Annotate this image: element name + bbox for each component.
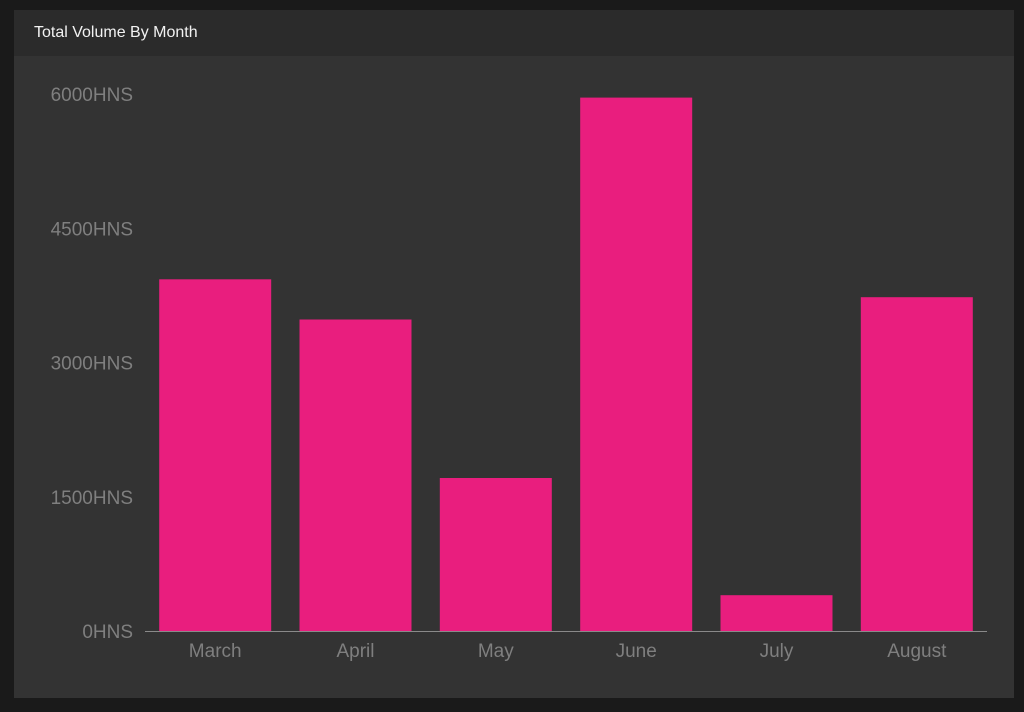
bar-august[interactable]	[860, 297, 973, 631]
bar-june[interactable]	[580, 97, 693, 632]
bar-may[interactable]	[439, 478, 552, 631]
bar-july[interactable]	[720, 595, 833, 631]
x-tick-label: March	[189, 641, 242, 662]
y-tick-label: 0HNS	[82, 622, 133, 643]
x-tick-label: April	[336, 641, 374, 662]
y-tick-label: 3000HNS	[51, 354, 133, 375]
chart-title: Total Volume By Month	[34, 24, 198, 41]
y-tick-label: 6000HNS	[51, 85, 133, 106]
x-tick-label: June	[616, 641, 657, 662]
x-tick-label: July	[760, 641, 794, 662]
panel-header: Total Volume By Month	[14, 10, 1014, 56]
x-tick-label: August	[887, 641, 947, 662]
x-tick-label: May	[478, 641, 514, 662]
bar-april[interactable]	[299, 319, 412, 632]
bar-march[interactable]	[159, 279, 272, 631]
y-tick-label: 4500HNS	[51, 219, 133, 240]
y-tick-label: 1500HNS	[51, 488, 133, 509]
